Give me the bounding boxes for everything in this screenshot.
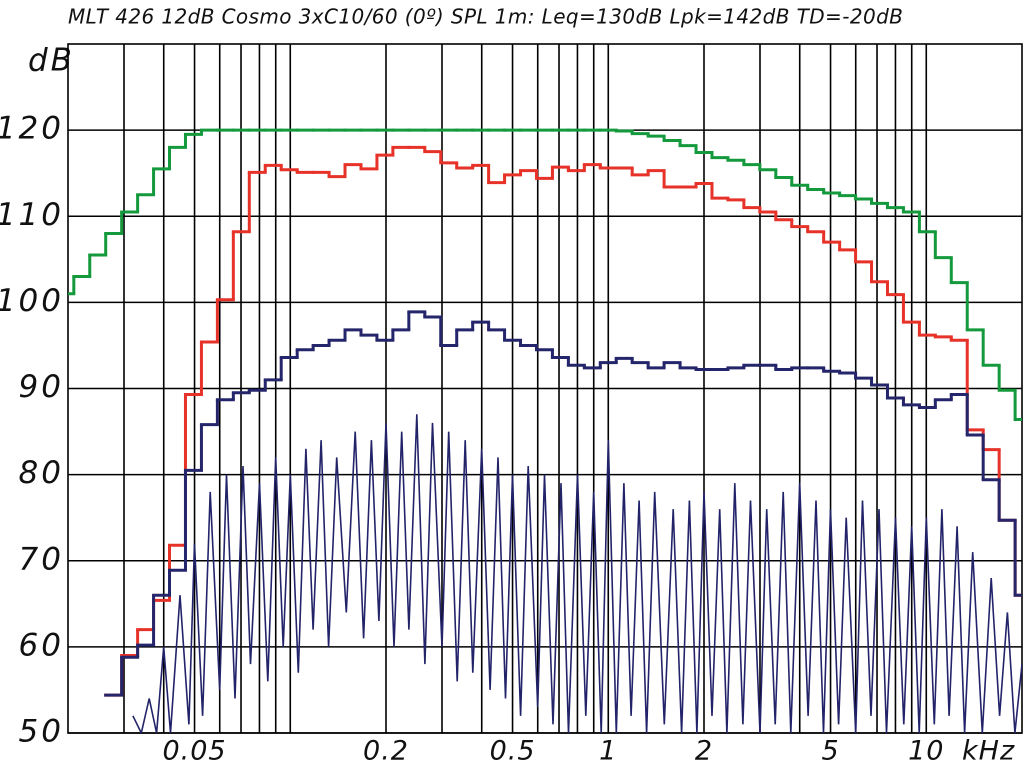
grid [67, 43, 1023, 734]
y-tick-label: 50 [19, 714, 64, 750]
y-tick-label: 100 [0, 283, 64, 319]
y-axis-label: dB [28, 43, 75, 79]
x-tick-label: 5 [821, 736, 839, 767]
y-tick-label: 120 [0, 111, 64, 147]
x-axis-label: kHz [962, 736, 1015, 767]
chart-title: MLT 426 12dB Cosmo 3xC10/60 (0º) SPL 1m:… [68, 5, 903, 29]
spectrum-layer [132, 414, 1022, 733]
tick-labels: 50 60 70 80 90 100 110 120 0.05 0.2 0.5 1 2 5 10 [0, 111, 944, 767]
x-tick-label: 0.05 [162, 736, 226, 767]
y-tick-label: 110 [0, 197, 64, 233]
x-tick-label: 1 [599, 736, 617, 767]
y-tick-label: 80 [19, 455, 64, 491]
x-tick-label: 0.5 [490, 736, 536, 767]
x-tick-label: 0.2 [363, 736, 409, 767]
y-tick-label: 70 [19, 541, 64, 577]
x-tick-label: 2 [695, 736, 713, 767]
x-tick-label: 10 [908, 736, 944, 767]
y-tick-label: 60 [19, 627, 64, 663]
y-tick-label: 90 [19, 369, 64, 405]
step-layer [68, 128, 1022, 697]
spectrum-line [132, 414, 1022, 733]
